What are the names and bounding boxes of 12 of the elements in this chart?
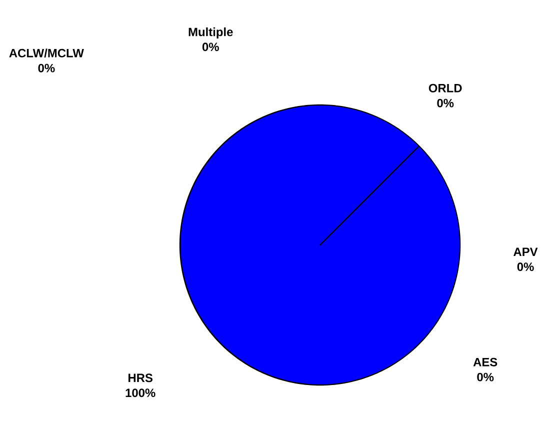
text: 0% (477, 372, 494, 382)
category-label: ORLD (428, 84, 462, 92)
text: 0% (437, 98, 454, 108)
data-label: 100% (126, 388, 156, 398)
text: 0% (38, 64, 55, 72)
category-label: AES (473, 358, 498, 366)
category-label: Multiple (188, 27, 233, 39)
text: 0% (202, 42, 219, 52)
text: 0% (517, 262, 534, 272)
category-label: APV (514, 248, 538, 256)
slice-label: HRS (128, 374, 152, 382)
category-label: ACLW/MCLW (9, 48, 84, 58)
